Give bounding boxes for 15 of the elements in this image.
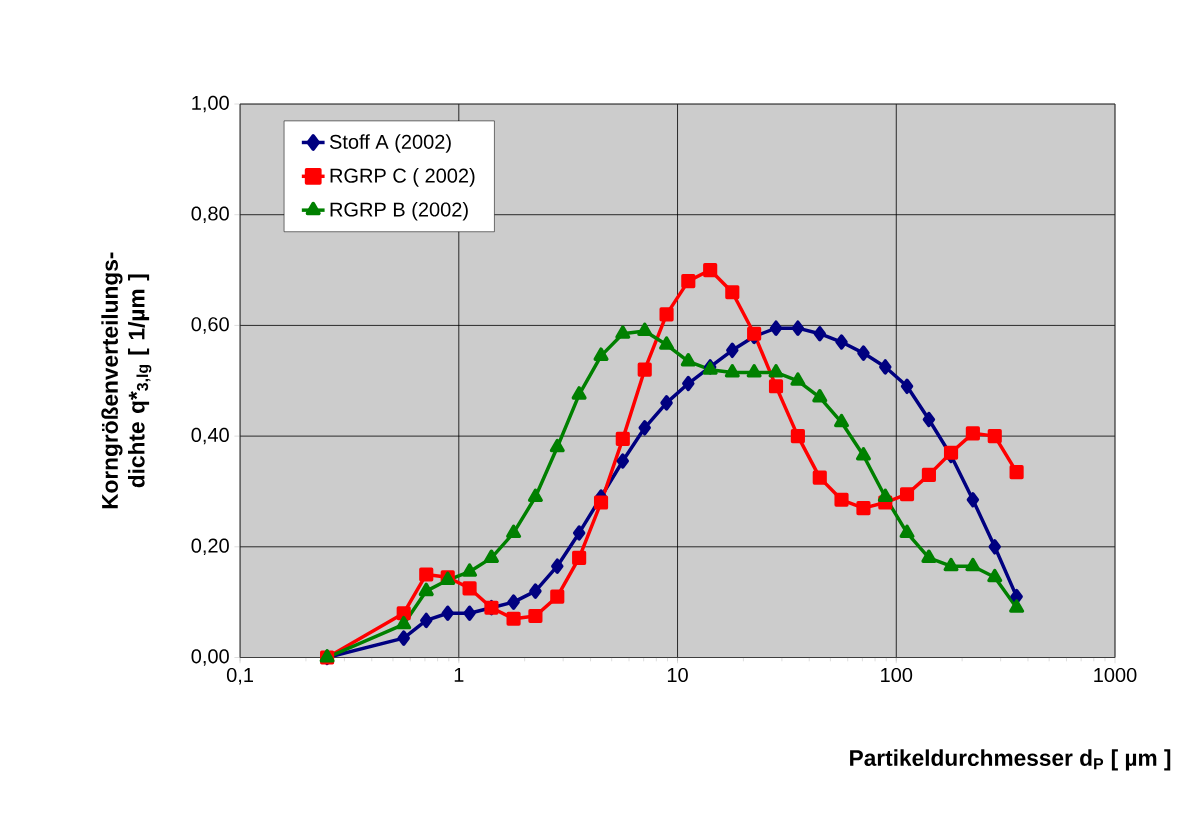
x-tick-label: 100	[881, 667, 913, 683]
legend-label: RGRP C ( 2002)	[330, 168, 475, 187]
y-tick-label: 0,20	[191, 538, 229, 556]
y-tick-label: 0,40	[191, 427, 229, 445]
legend-label: Stoff A (2002)	[329, 134, 451, 153]
y-tick-label: 0,00	[191, 649, 229, 666]
legend-label: RGRP B (2002)	[330, 201, 468, 221]
y-tick-label: 0,60	[191, 317, 229, 334]
y-tick-label: 1,00	[192, 95, 229, 113]
y-tick-label: 0,80	[191, 206, 229, 224]
x-tick-label: 1	[454, 667, 464, 682]
x-tick-label: 0,1	[226, 667, 253, 685]
x-axis-title: Partikeldurchmesser d$_{P}$ [ µm ]	[850, 749, 1171, 771]
x-tick-label: 1000	[1094, 667, 1137, 683]
x-tick-label: 10	[667, 667, 688, 683]
